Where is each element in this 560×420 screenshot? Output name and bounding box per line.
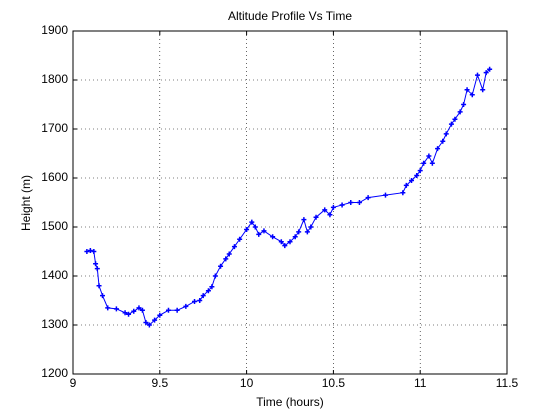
- point-marker: [327, 212, 333, 218]
- point-marker: [409, 177, 415, 183]
- point-marker: [126, 311, 132, 317]
- point-marker: [152, 317, 158, 323]
- y-tick-label: 1400: [41, 268, 68, 282]
- point-marker: [287, 239, 293, 245]
- point-marker: [249, 219, 255, 225]
- point-marker: [209, 284, 215, 290]
- y-tick-label: 1600: [41, 170, 68, 184]
- point-marker: [308, 224, 314, 230]
- point-marker: [94, 266, 100, 272]
- point-marker: [200, 293, 206, 299]
- x-axis-label: Time (hours): [256, 395, 324, 409]
- y-tick-label: 1200: [41, 366, 68, 380]
- x-tick-label: 9: [70, 376, 77, 390]
- x-tick-label: 9.5: [151, 376, 168, 390]
- y-axis-label: Height (m): [19, 175, 33, 231]
- point-marker: [183, 303, 189, 309]
- point-marker: [139, 307, 145, 313]
- point-marker: [382, 192, 388, 198]
- point-marker: [443, 131, 449, 137]
- point-marker: [237, 236, 243, 242]
- point-marker: [339, 202, 345, 208]
- point-marker: [448, 121, 454, 127]
- point-marker: [252, 224, 258, 230]
- point-marker: [403, 182, 409, 188]
- point-marker: [313, 214, 319, 220]
- point-marker: [165, 307, 171, 313]
- point-marker: [146, 322, 152, 328]
- point-marker: [278, 239, 284, 245]
- point-marker: [440, 138, 446, 144]
- point-marker: [105, 305, 111, 311]
- point-marker: [452, 116, 458, 122]
- point-marker: [143, 320, 149, 326]
- x-tick-label: 10: [240, 376, 254, 390]
- point-marker: [461, 102, 467, 107]
- y-tick-label: 1300: [41, 317, 68, 331]
- point-marker: [100, 293, 106, 299]
- point-marker: [91, 249, 97, 254]
- y-tick-label: 1800: [41, 72, 68, 86]
- point-marker: [296, 229, 302, 235]
- point-marker: [192, 298, 198, 304]
- point-marker: [414, 173, 420, 179]
- point-marker: [464, 87, 470, 93]
- point-marker: [231, 244, 237, 250]
- point-marker: [113, 306, 119, 312]
- point-marker: [136, 305, 142, 311]
- point-marker: [218, 263, 224, 269]
- point-marker: [457, 109, 463, 115]
- point-marker: [93, 261, 99, 267]
- line: [86, 68, 490, 326]
- point-marker: [84, 249, 90, 254]
- point-marker: [435, 146, 441, 152]
- y-tick-label: 1500: [41, 219, 68, 233]
- point-marker: [205, 288, 211, 294]
- point-marker: [282, 243, 288, 249]
- point-marker: [174, 307, 180, 313]
- point-marker: [356, 200, 362, 205]
- point-marker: [256, 231, 262, 237]
- point-marker: [480, 87, 486, 93]
- point-marker: [330, 204, 336, 210]
- point-marker: [400, 190, 406, 196]
- chart-title: Altitude Profile Vs Time: [228, 9, 352, 23]
- point-marker: [226, 251, 232, 257]
- point-marker: [261, 228, 267, 234]
- point-marker: [131, 308, 137, 314]
- point-marker: [197, 298, 203, 303]
- point-marker: [244, 226, 250, 232]
- x-tick-label: 11.5: [496, 376, 519, 390]
- point-marker: [212, 273, 218, 279]
- point-marker: [487, 66, 493, 72]
- x-tick-label: 10.5: [322, 376, 346, 390]
- point-marker: [429, 160, 435, 166]
- point-marker: [483, 70, 489, 76]
- point-marker: [474, 72, 480, 78]
- point-marker: [322, 207, 328, 213]
- point-marker: [426, 153, 432, 159]
- point-marker: [348, 200, 354, 205]
- point-marker: [122, 310, 128, 316]
- y-tick-label: 1700: [41, 121, 68, 135]
- point-marker: [223, 256, 229, 262]
- y-tick-label: 1900: [41, 23, 68, 37]
- point-marker: [469, 92, 475, 98]
- point-marker: [87, 248, 93, 254]
- point-marker: [270, 234, 276, 240]
- plot-area: [72, 30, 508, 375]
- x-tick-label: 11: [414, 376, 427, 390]
- point-marker: [301, 217, 307, 223]
- point-marker: [304, 229, 310, 235]
- point-marker: [365, 195, 371, 201]
- point-marker: [292, 234, 298, 240]
- point-marker: [157, 312, 163, 318]
- point-marker: [96, 283, 102, 289]
- point-marker: [417, 168, 423, 174]
- point-marker: [421, 160, 427, 166]
